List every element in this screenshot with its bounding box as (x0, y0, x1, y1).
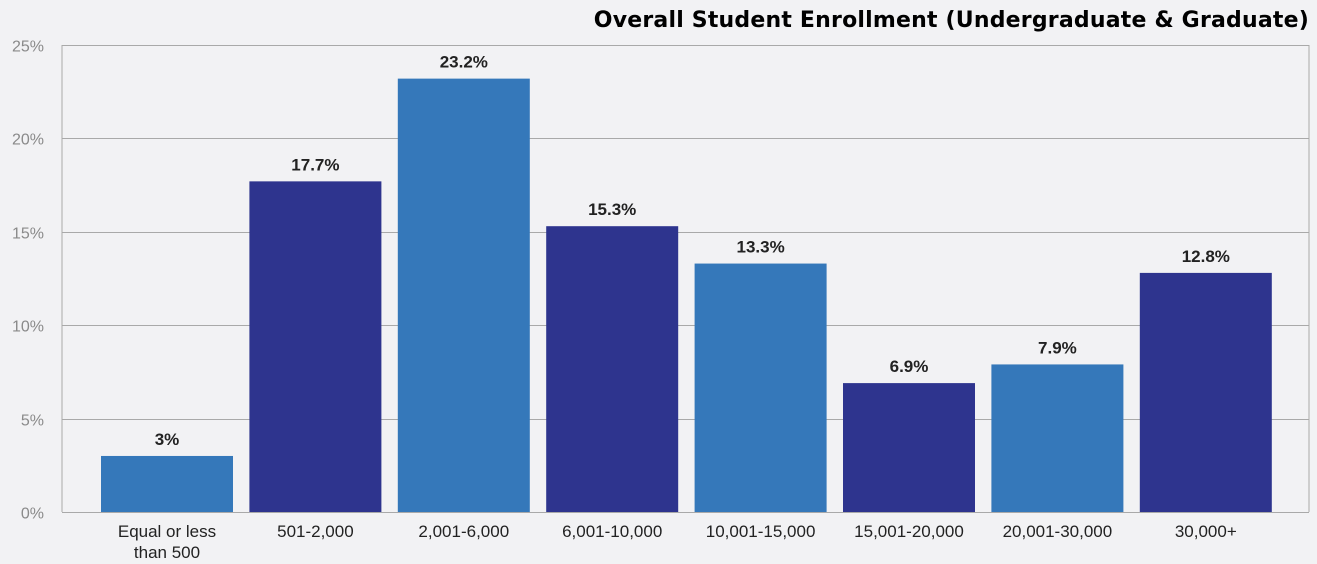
category-label: 15,001-20,000 (854, 522, 964, 541)
chart-title: Overall Student Enrollment (Undergraduat… (593, 8, 1309, 33)
y-tick-label: 25% (12, 39, 44, 56)
category-label: 20,001-30,000 (1003, 522, 1113, 541)
category-label: 10,001-15,000 (706, 522, 816, 541)
value-labels: 3% 17.7% 23.2% 15.3% 13.3% 6.9% 7.9% 12.8% (155, 53, 1230, 449)
category-label: 6,001-10,000 (562, 522, 662, 541)
y-axis-tick-labels: 0% 5% 10% 15% 20% 25% (12, 39, 44, 523)
category-label: 30,000+ (1175, 522, 1237, 541)
value-label: 12.8% (1182, 247, 1230, 266)
value-label: 23.2% (440, 53, 488, 72)
y-tick-label: 10% (12, 319, 44, 336)
value-label: 7.9% (1038, 338, 1077, 357)
category-label: 501-2,000 (277, 522, 354, 541)
bar (397, 78, 530, 513)
value-label: 3% (155, 430, 180, 449)
bar (101, 455, 233, 512)
bar (991, 364, 1124, 512)
category-label: 2,001-6,000 (418, 522, 509, 541)
value-label: 13.3% (736, 238, 784, 257)
bar (1139, 272, 1272, 512)
bars (101, 78, 1272, 513)
y-tick-label: 5% (21, 413, 44, 430)
x-axis-category-labels: Equal or less than 500 501-2,000 2,001-6,00… (118, 522, 1237, 562)
bar (694, 263, 827, 512)
value-label: 17.7% (291, 155, 339, 174)
category-label-line: Equal or less (118, 522, 216, 541)
y-tick-label: 20% (12, 132, 44, 149)
category-label: Equal or less than 500 (118, 522, 216, 562)
value-label: 6.9% (890, 357, 929, 376)
value-label: 15.3% (588, 200, 636, 219)
bar (546, 226, 679, 513)
category-label-line: than 500 (134, 543, 200, 562)
bar (843, 383, 975, 512)
bar (249, 181, 382, 512)
y-tick-label: 15% (12, 226, 44, 243)
y-tick-label: 0% (21, 506, 44, 523)
